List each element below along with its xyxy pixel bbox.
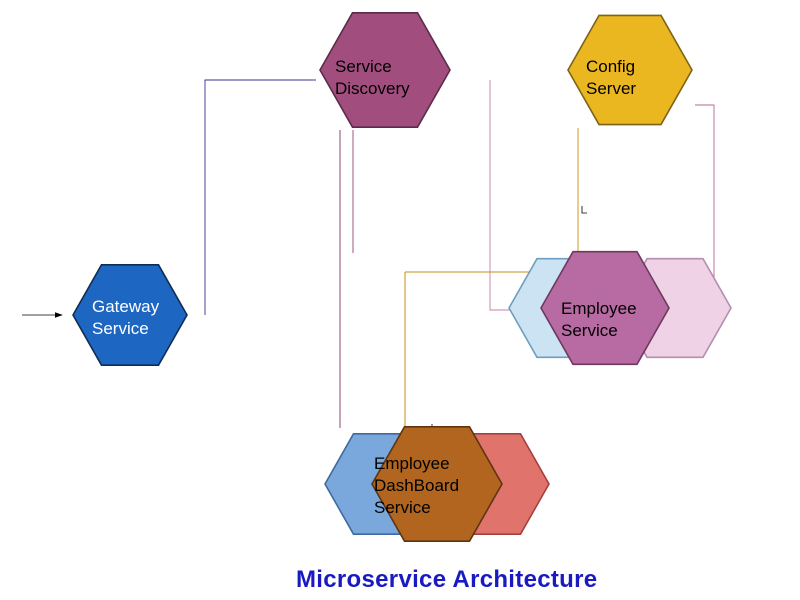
edge-1: [205, 80, 316, 315]
label-dashboard: Employee DashBoard Service: [374, 453, 459, 518]
label-gateway: Gateway Service: [92, 296, 159, 340]
edge-10: [582, 206, 587, 213]
diagram-title: Microservice Architecture: [296, 566, 597, 594]
label-employee: Employee Service: [561, 298, 637, 342]
label-config: Config Server: [586, 56, 636, 100]
diagram-stage: Microservice Architecture Gateway Servic…: [0, 0, 800, 600]
label-discovery: Service Discovery: [335, 56, 410, 100]
edge-8: [490, 80, 522, 310]
